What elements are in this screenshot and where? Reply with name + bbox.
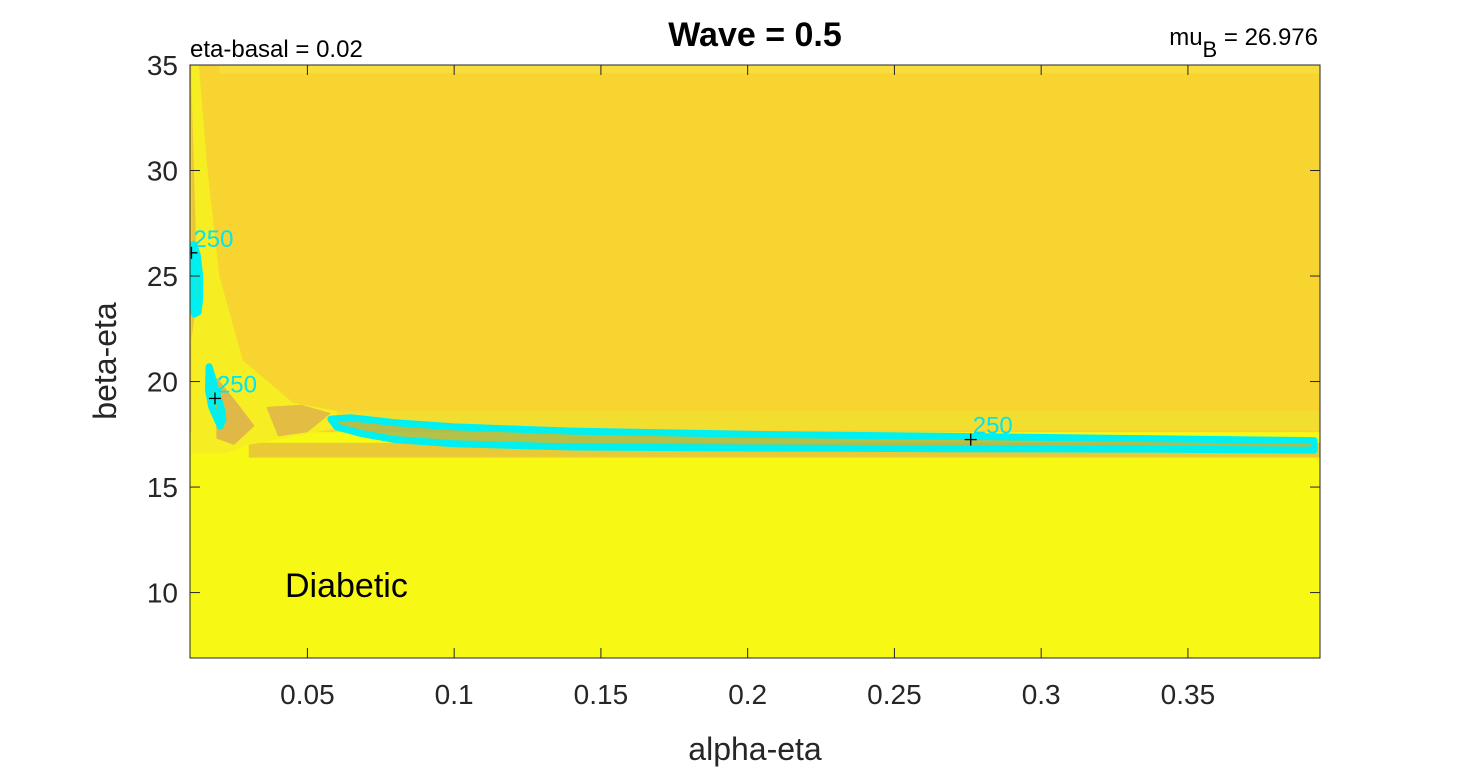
y-tick-label: 20	[147, 367, 178, 398]
mu-prefix: mu	[1169, 24, 1202, 51]
contour-label-3: 250	[973, 413, 1013, 440]
contour-line-1	[190, 240, 204, 318]
x-tick-label: 0.2	[728, 679, 767, 710]
y-axis-label: beta-eta	[87, 302, 123, 420]
y-tick-label: 15	[147, 472, 178, 503]
diabetic-region-label: Diabetic	[285, 567, 408, 605]
y-tick-label: 10	[147, 578, 178, 609]
heatmap-mid-patch	[216, 377, 255, 445]
contour-line-3	[327, 414, 1318, 454]
heatmap-field	[190, 65, 1320, 658]
heatmap-step-patch	[266, 404, 331, 437]
x-tick-label: 0.1	[435, 679, 474, 710]
x-tick-label: 0.15	[574, 679, 629, 710]
heatmap-left-wedge	[191, 65, 337, 454]
y-axis: 10 15 20 25 30 35	[147, 50, 1320, 609]
chart-title: Wave = 0.5	[668, 16, 842, 54]
heatmap-plateau-region	[190, 65, 1320, 433]
contour-marker-2	[208, 392, 221, 405]
contour-marker-1	[190, 246, 198, 259]
contour-layer: 250 250 250	[190, 226, 1318, 454]
contour-marker-3	[964, 433, 977, 446]
mu-subscript: B	[1203, 37, 1218, 62]
eta-basal-annotation: eta-basal = 0.02	[190, 36, 363, 63]
x-tick-label: 0.3	[1022, 679, 1061, 710]
contour-label-1: 250	[193, 226, 233, 253]
y-tick-label: 30	[147, 156, 178, 187]
plot-frame	[189, 64, 1321, 659]
mu-value: = 26.976	[1217, 24, 1318, 51]
heatmap-top-rim	[219, 65, 1320, 74]
x-tick-label: 0.05	[280, 679, 335, 710]
heatmap-transition-strip	[322, 411, 1320, 431]
x-tick-label: 0.25	[867, 679, 922, 710]
y-tick-label: 35	[147, 50, 178, 81]
x-axis-label: alpha-eta	[688, 731, 822, 767]
x-axis: 0.05 0.1 0.15 0.2 0.25 0.3 0.35	[280, 65, 1215, 710]
contour-fill-3	[330, 417, 1315, 451]
contour-label-2: 250	[217, 371, 257, 398]
mu-b-annotation: muB = 26.976	[1169, 24, 1318, 62]
x-tick-label: 0.35	[1161, 679, 1216, 710]
y-tick-label: 25	[147, 261, 178, 292]
